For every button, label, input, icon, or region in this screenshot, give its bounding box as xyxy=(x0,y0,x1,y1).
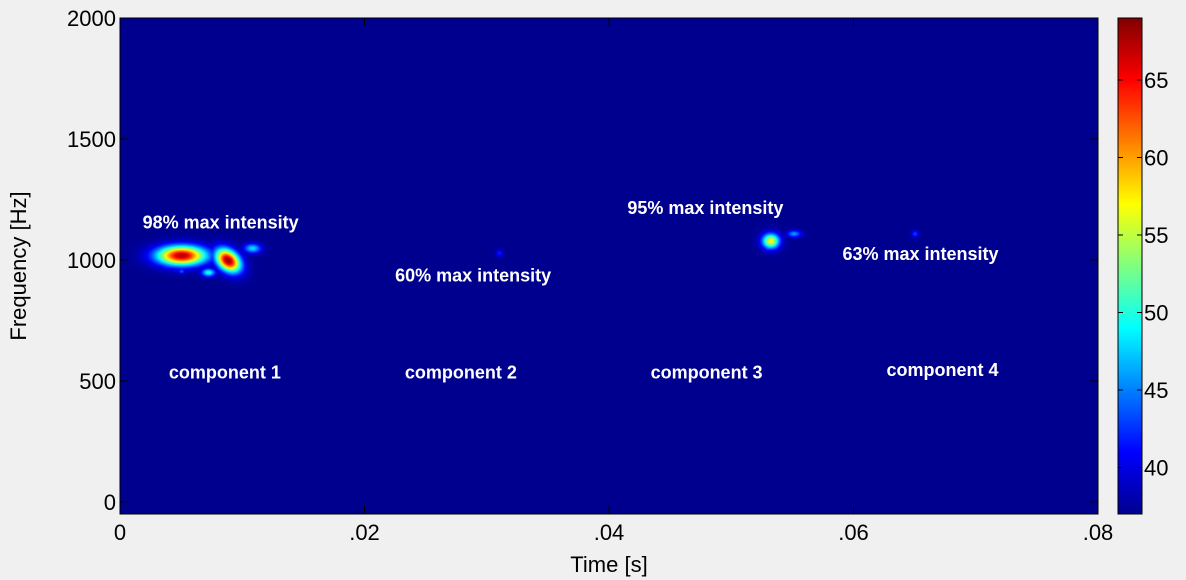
plot-area: 98% max intensity 60% max intensity 95% ma… xyxy=(119,17,1099,515)
colorbar-tick-label: 55 xyxy=(1144,223,1168,248)
spectrogram-heatmap xyxy=(120,18,1098,514)
annotation-label: 98% max intensity xyxy=(143,212,299,232)
y-tick-label: 0 xyxy=(104,490,116,515)
colorbar-tick-label: 45 xyxy=(1144,378,1168,403)
annotation-label: component 4 xyxy=(887,360,999,380)
annotation-label: 60% max intensity xyxy=(395,266,551,286)
colorbar-gradient xyxy=(1117,17,1143,515)
annotation-label: 63% max intensity xyxy=(842,244,998,264)
x-axis: 0 .02 .04 .06 .08 xyxy=(114,18,1113,545)
colorbar-tick-label: 40 xyxy=(1144,456,1168,481)
y-axis-label: Frequency [Hz] xyxy=(6,191,31,340)
annotation-layer: 98% max intensity 60% max intensity 95% ma… xyxy=(143,198,999,383)
annotation-label: 95% max intensity xyxy=(627,198,783,218)
colorbar-ticks: 40 45 50 55 60 65 xyxy=(1118,68,1168,481)
annotation-label: component 1 xyxy=(169,363,281,383)
x-tick-label: 0 xyxy=(114,520,126,545)
colorbar: 40 45 50 55 60 65 xyxy=(1117,17,1168,515)
x-tick-label: .02 xyxy=(349,520,380,545)
colorbar-tick-label: 65 xyxy=(1144,68,1168,93)
x-tick-label: .04 xyxy=(594,520,625,545)
y-tick-label: 1000 xyxy=(67,248,116,273)
x-tick-label: .06 xyxy=(838,520,869,545)
y-tick-label: 2000 xyxy=(67,6,116,31)
x-axis-label: Time [s] xyxy=(570,552,647,577)
colorbar-tick-label: 50 xyxy=(1144,301,1168,326)
colorbar-tick-label: 60 xyxy=(1144,146,1168,171)
annotation-label: component 3 xyxy=(651,363,763,383)
annotation-label: component 2 xyxy=(405,363,517,383)
x-tick-label: .08 xyxy=(1083,520,1114,545)
y-tick-label: 500 xyxy=(79,369,116,394)
y-tick-label: 1500 xyxy=(67,127,116,152)
y-axis: 0 500 1000 1500 2000 xyxy=(67,6,1098,515)
